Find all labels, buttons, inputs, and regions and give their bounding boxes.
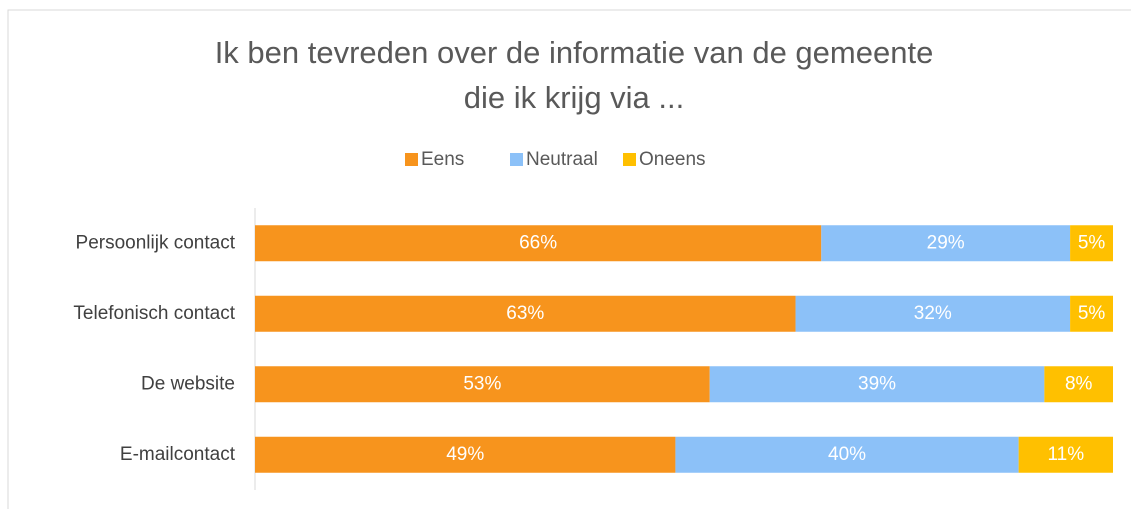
y-tick-label: De website	[141, 373, 235, 394]
data-label: 66%	[519, 232, 557, 253]
data-label: 40%	[828, 444, 866, 465]
data-label: 5%	[1078, 232, 1106, 253]
bar-segment	[255, 225, 822, 262]
legend-label: Oneens	[639, 149, 706, 170]
data-label: 8%	[1065, 373, 1093, 394]
data-label: 49%	[446, 444, 484, 465]
data-label: 11%	[1047, 444, 1084, 465]
bar-segment	[255, 295, 796, 332]
data-label: 32%	[914, 303, 952, 324]
chart-title: Ik ben tevreden over de informatie van d…	[215, 35, 934, 70]
bar-segment	[1070, 225, 1113, 262]
bar-segment	[255, 366, 710, 403]
bar-segment	[1044, 366, 1113, 403]
legend-swatch	[623, 153, 636, 166]
data-label: 5%	[1078, 303, 1106, 324]
legend-label: Eens	[421, 149, 464, 170]
bar-segment	[1018, 436, 1113, 473]
data-label: 39%	[858, 373, 896, 394]
legend-swatch	[405, 153, 418, 166]
data-label: 29%	[927, 232, 965, 253]
bar-segment	[675, 436, 1019, 473]
chart-title: die ik krijg via ...	[464, 80, 685, 115]
legend-label: Neutraal	[526, 149, 598, 170]
y-tick-label: E-mailcontact	[120, 444, 236, 465]
bar-segment	[709, 366, 1045, 403]
y-tick-label: Telefonisch contact	[73, 303, 235, 324]
data-label: 63%	[506, 303, 544, 324]
data-label: 53%	[463, 373, 501, 394]
bar-segment	[255, 436, 676, 473]
y-tick-label: Persoonlijk contact	[76, 232, 236, 253]
bar-segment	[795, 295, 1071, 332]
legend-swatch	[510, 153, 523, 166]
bar-segment	[821, 225, 1071, 262]
bar-segment	[1070, 295, 1113, 332]
